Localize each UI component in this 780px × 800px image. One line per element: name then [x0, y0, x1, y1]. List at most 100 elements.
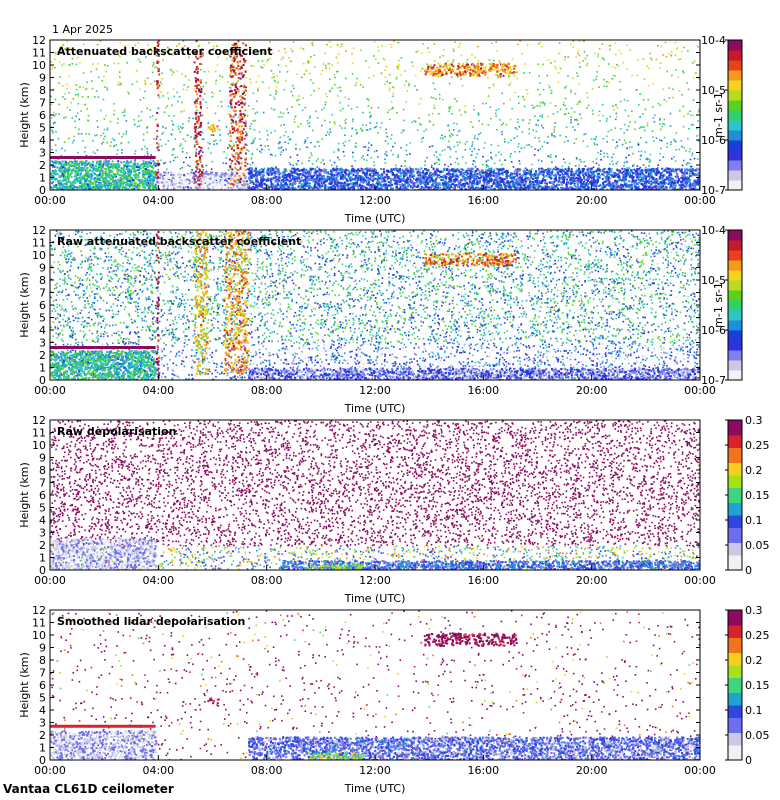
x-axis-label: Time (UTC): [344, 212, 406, 225]
y-tick-label: 8: [39, 274, 46, 287]
y-tick-label: 12: [32, 414, 46, 427]
panel-title: Raw attenuated backscatter coefficient: [57, 235, 301, 248]
feature-streak: [155, 40, 161, 180]
y-tick-label: 6: [39, 109, 46, 122]
x-tick-label: 12:00: [359, 764, 391, 777]
feature-cloud: [207, 123, 220, 133]
panel-4: Smoothed lidar depolarisation01234567891…: [18, 604, 770, 795]
colorbar: 10-7 10-6 10-5 10-4 m-1 sr-1: [701, 224, 743, 387]
y-tick-label: 7: [39, 667, 46, 680]
feature-line: [50, 346, 156, 349]
panel-title: Attenuated backscatter coefficient: [57, 45, 273, 58]
y-axis-label: Height (km): [18, 82, 31, 148]
x-tick-label: 08:00: [251, 764, 283, 777]
y-tick-label: 9: [39, 452, 46, 465]
x-tick-label: 20:00: [576, 574, 608, 587]
feature-streak: [223, 230, 250, 375]
colorbar-tick-label: 0: [745, 754, 752, 767]
x-tick-label: 16:00: [467, 384, 499, 397]
feature-streak: [193, 40, 204, 186]
y-tick-label: 1: [39, 362, 46, 375]
y-tick-label: 8: [39, 464, 46, 477]
feature-cloud: [423, 252, 517, 267]
y-tick-label: 7: [39, 287, 46, 300]
y-tick-label: 4: [39, 324, 46, 337]
y-axis-label: Height (km): [18, 652, 31, 718]
y-tick-label: 9: [39, 642, 46, 655]
y-tick-label: 10: [32, 59, 46, 72]
y-tick-label: 11: [32, 427, 46, 440]
y-tick-label: 5: [39, 122, 46, 135]
x-tick-label: 04:00: [142, 384, 174, 397]
colorbar-tick-label: 10-6: [701, 324, 726, 337]
colorbar-tick-label: 10-7: [701, 374, 726, 387]
y-tick-label: 12: [32, 34, 46, 47]
x-tick-label: 20:00: [576, 384, 608, 397]
feature-line: [50, 156, 156, 159]
feature-layer: [50, 350, 158, 380]
x-tick-label: 04:00: [142, 764, 174, 777]
colorbar-tick-label: 10-5: [701, 84, 726, 97]
feature-layer: [50, 160, 158, 190]
y-tick-label: 4: [39, 134, 46, 147]
y-tick-label: 10: [32, 439, 46, 452]
feature-cloud: [207, 697, 220, 705]
y-tick-label: 11: [32, 47, 46, 60]
colorbar-tick-label: 0: [745, 564, 752, 577]
x-tick-label: 16:00: [467, 574, 499, 587]
plot-area: [50, 610, 700, 760]
x-tick-label: 04:00: [142, 194, 174, 207]
feature-line: [50, 724, 156, 728]
y-tick-label: 0: [39, 564, 46, 577]
y-tick-label: 0: [39, 754, 46, 767]
colorbar-tick-label: 0.05: [745, 539, 770, 552]
x-tick-label: 00:00: [34, 764, 66, 777]
y-tick-label: 3: [39, 147, 46, 160]
y-tick-label: 2: [39, 539, 46, 552]
feature-cloud: [308, 562, 364, 570]
y-tick-label: 4: [39, 514, 46, 527]
y-tick-label: 10: [32, 629, 46, 642]
x-tick-label: 12:00: [359, 574, 391, 587]
feature-layer: [248, 736, 700, 760]
x-tick-label: 00:00: [684, 764, 716, 777]
colorbar-tick-label: 0.1: [745, 514, 763, 527]
colorbar-tick-label: 0.15: [745, 489, 770, 502]
y-tick-label: 12: [32, 604, 46, 617]
date-label: 1 Apr 2025: [52, 23, 113, 36]
feature-streak: [193, 230, 209, 376]
y-tick-label: 11: [32, 237, 46, 250]
y-tick-label: 11: [32, 617, 46, 630]
colorbar-tick-label: 0.2: [745, 464, 763, 477]
panel-2: Raw attenuated backscatter coefficient01…: [18, 224, 743, 415]
x-tick-label: 00:00: [34, 384, 66, 397]
feature-layer: [155, 171, 250, 190]
footer-label: Vantaa CL61D ceilometer: [3, 782, 174, 796]
y-tick-label: 3: [39, 717, 46, 730]
colorbar-tick-label: 10-4: [701, 34, 726, 47]
y-tick-label: 3: [39, 527, 46, 540]
y-tick-label: 8: [39, 654, 46, 667]
x-tick-label: 12:00: [359, 194, 391, 207]
feature-cloud: [307, 751, 364, 760]
x-tick-label: 08:00: [251, 194, 283, 207]
colorbar-tick-label: 0.25: [745, 629, 770, 642]
y-tick-label: 0: [39, 184, 46, 197]
y-tick-label: 3: [39, 337, 46, 350]
y-tick-label: 7: [39, 97, 46, 110]
x-tick-label: 04:00: [142, 574, 174, 587]
x-tick-label: 00:00: [34, 574, 66, 587]
y-tick-label: 5: [39, 502, 46, 515]
y-tick-label: 2: [39, 729, 46, 742]
y-tick-label: 5: [39, 312, 46, 325]
colorbar-unit-label: m-1 sr-1: [712, 92, 725, 138]
x-axis-label: Time (UTC): [344, 592, 406, 605]
y-tick-label: 10: [32, 249, 46, 262]
x-tick-label: 20:00: [576, 194, 608, 207]
y-tick-label: 6: [39, 299, 46, 312]
x-tick-label: 16:00: [467, 194, 499, 207]
colorbar-unit-label: m-1 sr-1: [712, 282, 725, 328]
colorbar-tick-label: 10-6: [701, 134, 726, 147]
colorbar-tick-label: 0.3: [745, 604, 763, 617]
